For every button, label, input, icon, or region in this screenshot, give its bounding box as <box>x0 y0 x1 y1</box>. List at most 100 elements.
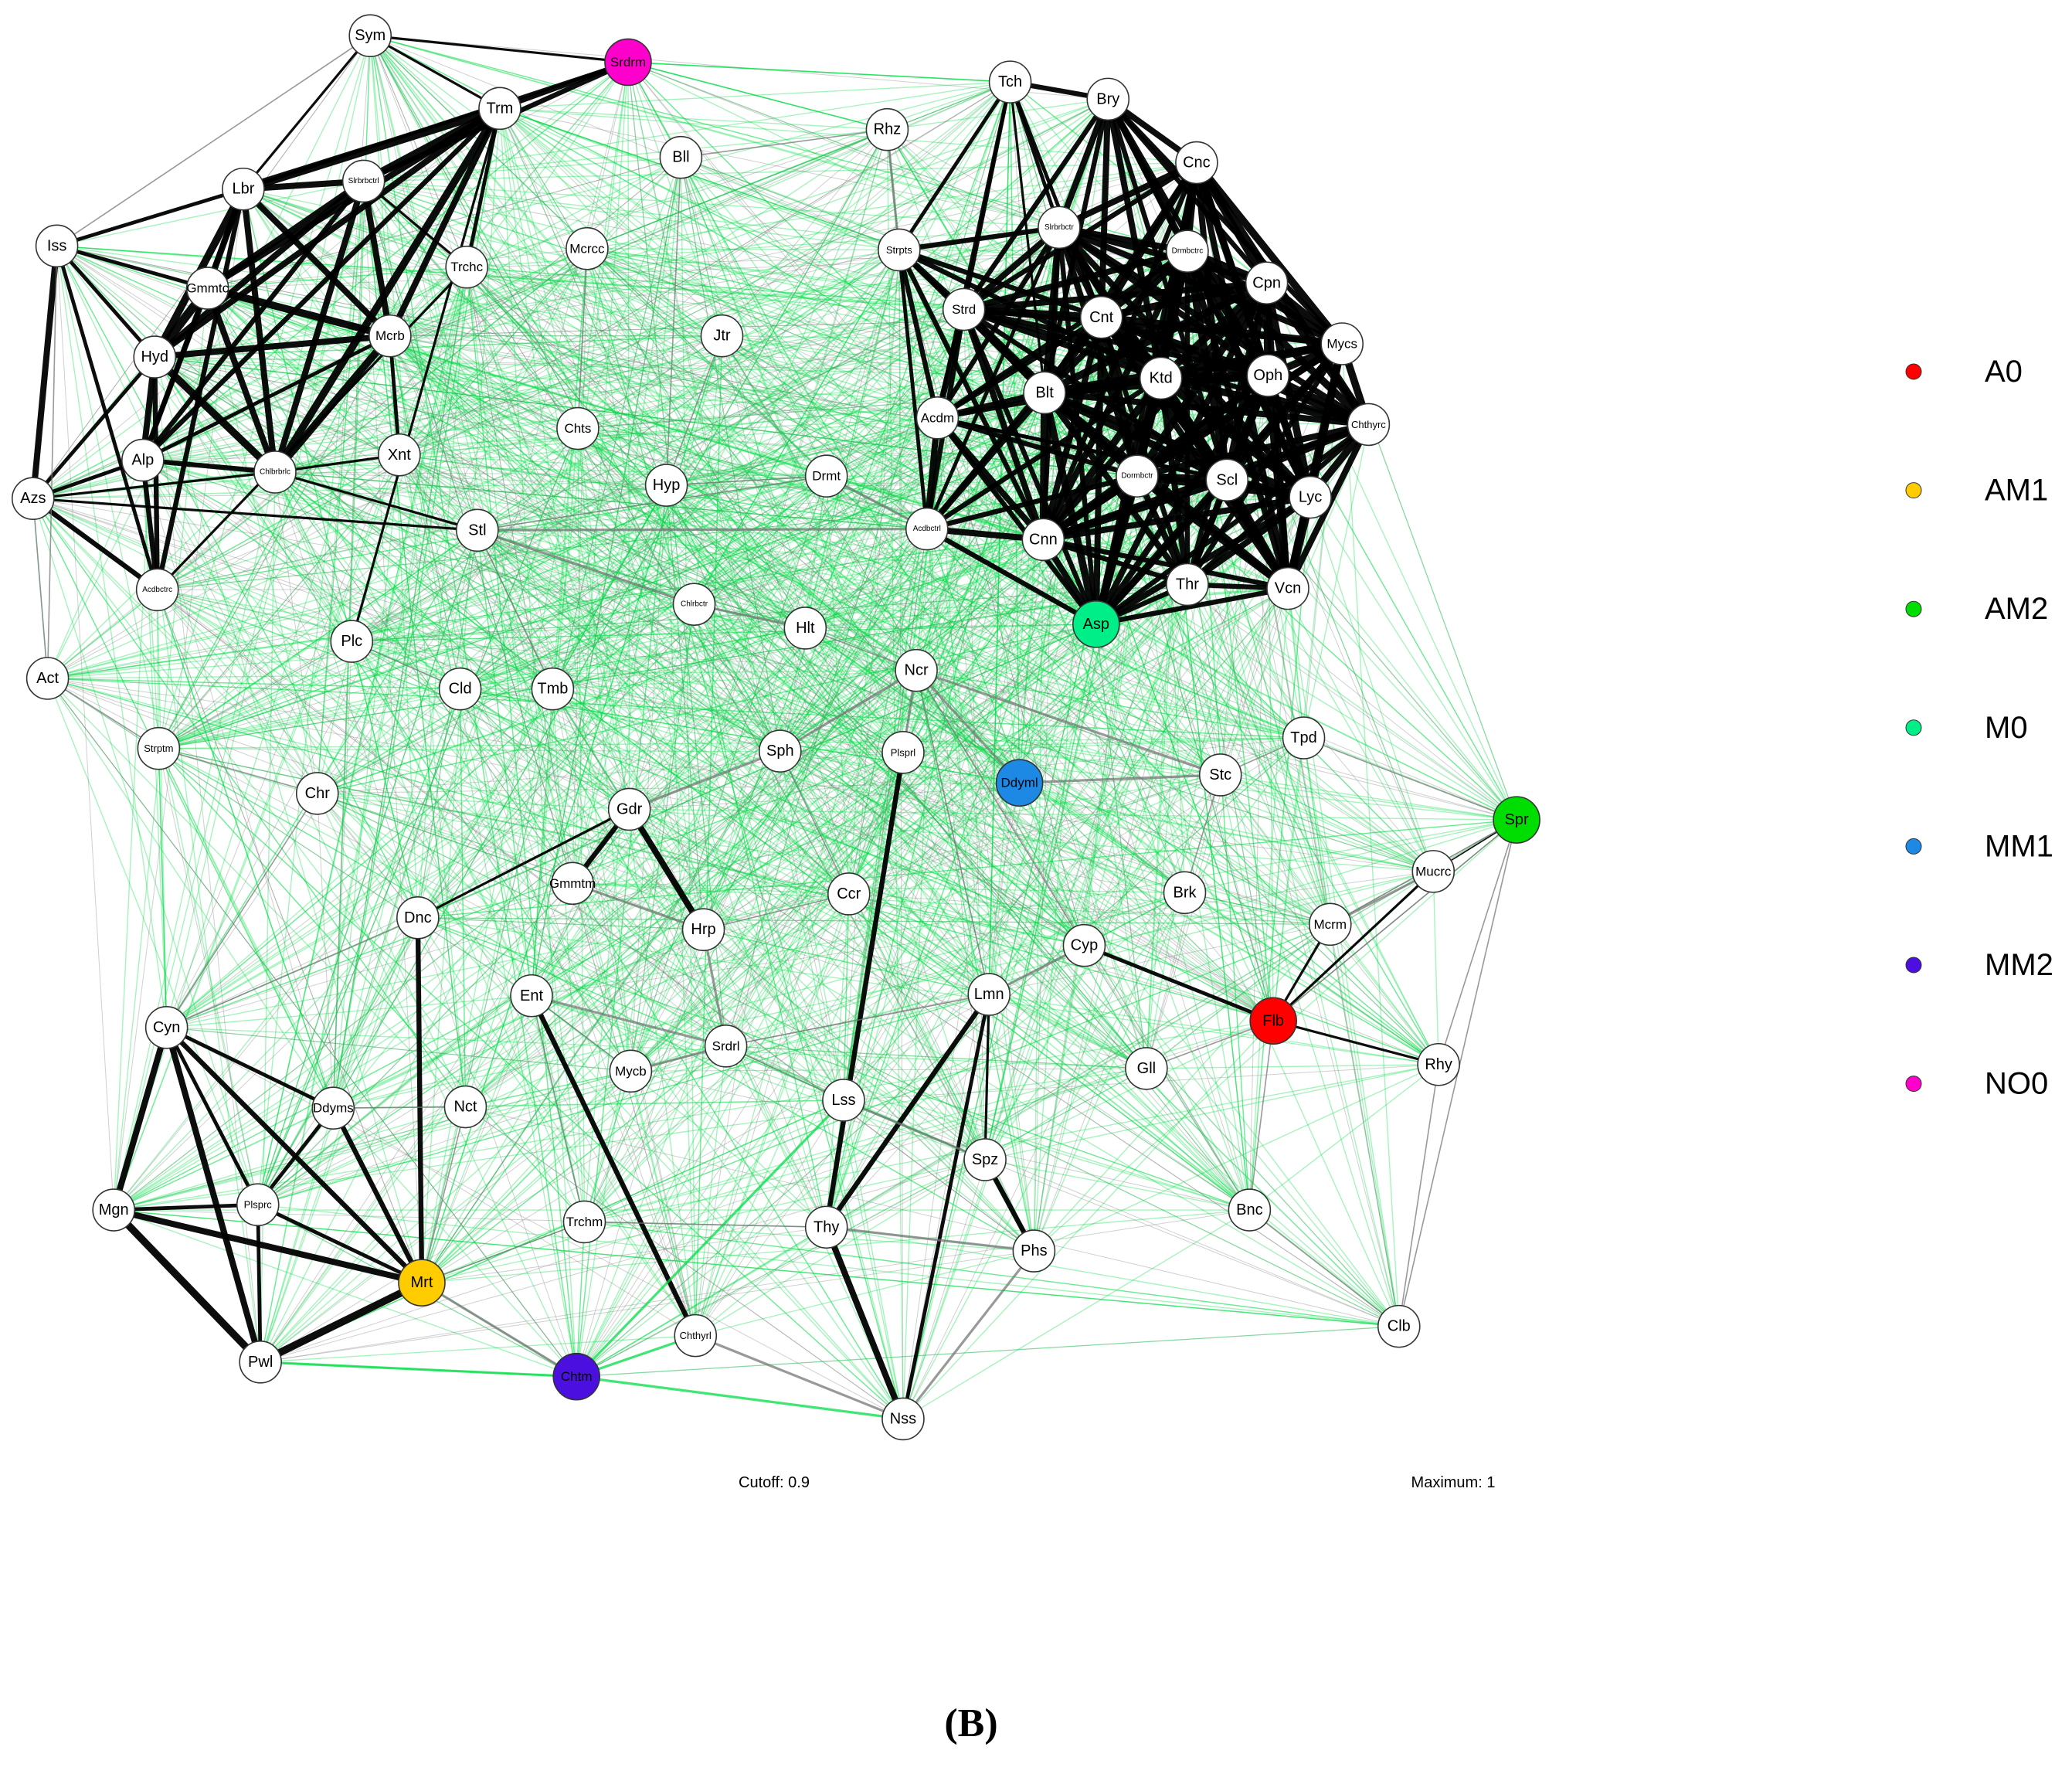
node-circle <box>865 107 909 151</box>
node-acdm[interactable]: Acdm <box>915 396 960 440</box>
node-lmn[interactable]: Lmn <box>967 973 1011 1016</box>
node-gll[interactable]: Gll <box>1125 1047 1168 1090</box>
node-jtr[interactable]: Jtr <box>700 314 744 358</box>
node-xnt[interactable]: Xnt <box>378 433 421 477</box>
node-chr[interactable]: Chr <box>295 772 339 815</box>
node-ktd[interactable]: Ktd <box>1139 356 1183 400</box>
node-chthyrl[interactable]: Chthyrl <box>674 1314 718 1358</box>
edge-alp-chlbrbrlc <box>140 457 278 475</box>
node-ddyms[interactable]: Ddyms <box>311 1086 355 1130</box>
background-edge <box>586 248 904 1419</box>
background-edge <box>584 1221 1399 1327</box>
node-alp[interactable]: Alp <box>121 438 165 482</box>
node-flb[interactable]: Flb <box>1249 997 1297 1045</box>
node-rhy[interactable]: Rhy <box>1417 1042 1460 1086</box>
node-mrt[interactable]: Mrt <box>398 1259 446 1307</box>
node-mycs[interactable]: Mycs <box>1320 322 1364 365</box>
node-pwl[interactable]: Pwl <box>239 1341 282 1384</box>
node-bll[interactable]: Bll <box>659 135 703 179</box>
node-dormbctr[interactable]: Dormbctr <box>1116 454 1159 498</box>
node-gdr[interactable]: Gdr <box>607 787 651 831</box>
node-chlbrbrlc[interactable]: Chlbrbrlc <box>253 450 297 494</box>
node-chlrbctr[interactable]: Chlrbctr <box>672 583 716 626</box>
node-cyp[interactable]: Cyp <box>1062 923 1106 967</box>
node-acdbctrc[interactable]: Acdbctrc <box>135 568 179 612</box>
node-sym[interactable]: Sym <box>348 14 392 58</box>
node-blt[interactable]: Blt <box>1023 371 1066 415</box>
node-azs[interactable]: Azs <box>11 477 55 521</box>
node-thr[interactable]: Thr <box>1166 562 1209 607</box>
node-lbr[interactable]: Lbr <box>222 167 265 211</box>
node-cyn[interactable]: Cyn <box>144 1006 189 1049</box>
node-label: Mcrb <box>375 328 405 343</box>
node-mgn[interactable]: Mgn <box>92 1188 135 1232</box>
node-bnc[interactable]: Bnc <box>1228 1188 1272 1232</box>
node-hlt[interactable]: Hlt <box>783 607 827 650</box>
node-cnt[interactable]: Cnt <box>1079 295 1123 339</box>
node-tpd[interactable]: Tpd <box>1282 716 1326 760</box>
node-srdrl[interactable]: Srdrl <box>704 1024 748 1068</box>
node-cnc[interactable]: Cnc <box>1175 141 1218 185</box>
node-act[interactable]: Act <box>25 657 70 700</box>
node-lss[interactable]: Lss <box>822 1079 865 1122</box>
node-asp[interactable]: Asp <box>1072 600 1120 648</box>
node-scl[interactable]: Scl <box>1205 458 1249 502</box>
node-slrbrbctrl[interactable]: Slrbrbctrl <box>341 159 386 203</box>
node-slrbrbctr[interactable]: Slrbrbctr <box>1038 206 1081 250</box>
node-gmmtc[interactable]: Gmmtc <box>185 267 229 310</box>
node-strptm[interactable]: Strptm <box>137 726 181 770</box>
node-thy[interactable]: Thy <box>804 1205 848 1249</box>
node-mcrcc[interactable]: Mcrcc <box>566 226 609 270</box>
node-tmb[interactable]: Tmb <box>531 667 575 711</box>
node-cld[interactable]: Cld <box>438 667 482 711</box>
node-trchm[interactable]: Trchm <box>562 1200 606 1244</box>
node-sph[interactable]: Sph <box>758 729 802 773</box>
node-stl[interactable]: Stl <box>456 508 499 552</box>
node-mcrb[interactable]: Mcrb <box>369 314 412 358</box>
node-acdbctrl[interactable]: Acdbctrl <box>905 507 949 551</box>
node-stc[interactable]: Stc <box>1198 753 1242 797</box>
node-plc[interactable]: Plc <box>330 620 374 663</box>
node-brk[interactable]: Brk <box>1163 871 1207 915</box>
node-trchc[interactable]: Trchc <box>445 245 488 289</box>
node-hyd[interactable]: Hyd <box>133 335 177 379</box>
node-chts[interactable]: Chts <box>556 406 600 450</box>
node-oph[interactable]: Oph <box>1246 354 1290 397</box>
node-spz[interactable]: Spz <box>963 1138 1007 1181</box>
node-mcrm[interactable]: Mcrm <box>1308 902 1352 946</box>
node-strpts[interactable]: Strpts <box>878 228 921 272</box>
node-plsprl[interactable]: Plsprl <box>881 731 925 774</box>
node-ent[interactable]: Ent <box>510 974 553 1018</box>
node-vcn[interactable]: Vcn <box>1266 566 1309 610</box>
node-cpn[interactable]: Cpn <box>1245 261 1289 305</box>
node-hyp[interactable]: Hyp <box>644 464 688 507</box>
node-lyc[interactable]: Lyc <box>1289 475 1332 519</box>
node-chthyrc[interactable]: Chthyrc <box>1347 403 1391 447</box>
node-iss[interactable]: Iss <box>35 224 79 268</box>
node-drmt[interactable]: Drmt <box>804 454 848 498</box>
node-mycb[interactable]: Mycb <box>609 1049 653 1093</box>
node-tch[interactable]: Tch <box>988 60 1032 104</box>
node-ncr[interactable]: Ncr <box>895 648 938 692</box>
node-ccr[interactable]: Ccr <box>827 872 871 916</box>
node-nct[interactable]: Nct <box>443 1085 487 1129</box>
node-strd[interactable]: Strd <box>942 287 986 331</box>
node-clb[interactable]: Clb <box>1377 1304 1421 1348</box>
node-hrp[interactable]: Hrp <box>681 908 725 951</box>
node-nss[interactable]: Nss <box>881 1397 925 1441</box>
node-trm[interactable]: Trm <box>478 87 521 131</box>
node-rhz[interactable]: Rhz <box>865 107 909 151</box>
node-mucrc[interactable]: Mucrc <box>1411 850 1455 893</box>
node-ddyml[interactable]: Ddyml <box>995 759 1044 807</box>
node-bry[interactable]: Bry <box>1086 77 1130 121</box>
node-phs[interactable]: Phs <box>1012 1229 1056 1273</box>
node-drmbctrc[interactable]: Drmbctrc <box>1166 229 1209 273</box>
node-cnn[interactable]: Cnn <box>1021 518 1065 562</box>
node-dnc[interactable]: Dnc <box>396 895 440 940</box>
node-chtm[interactable]: Chtm <box>552 1352 601 1401</box>
node-spr[interactable]: Spr <box>1493 796 1540 844</box>
node-srdrm[interactable]: Srdrm <box>604 38 652 87</box>
node-plsprc[interactable]: Plsprc <box>236 1183 280 1226</box>
node-gmmtm[interactable]: Gmmtm <box>549 862 596 906</box>
background-edge <box>988 994 1035 1252</box>
